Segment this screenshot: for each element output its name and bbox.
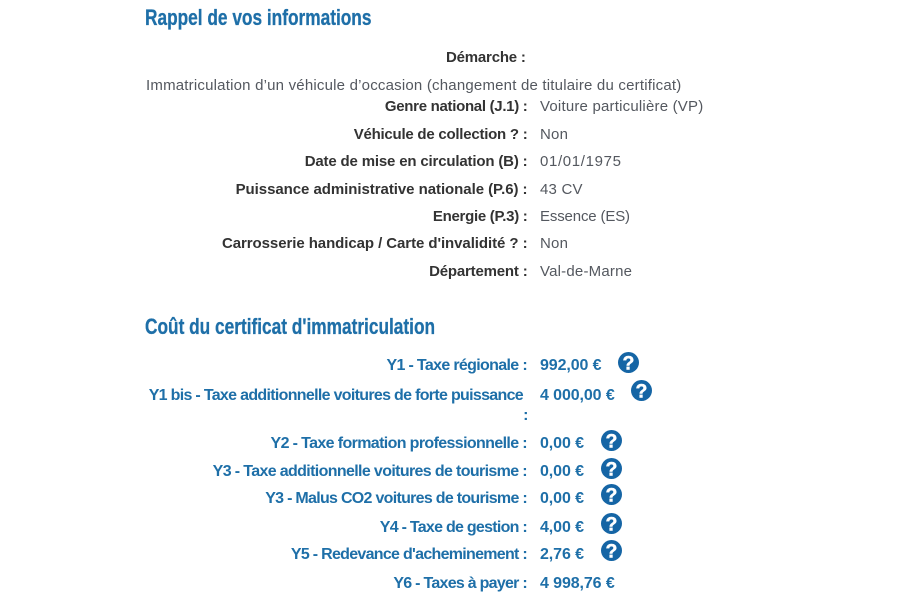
svg-text:?: ? (605, 431, 617, 452)
svg-text:?: ? (605, 484, 617, 505)
svg-text:?: ? (605, 513, 617, 534)
svg-text:?: ? (605, 458, 617, 479)
svg-text:?: ? (636, 380, 648, 401)
svg-text:?: ? (605, 540, 617, 561)
svg-text:?: ? (622, 352, 634, 373)
